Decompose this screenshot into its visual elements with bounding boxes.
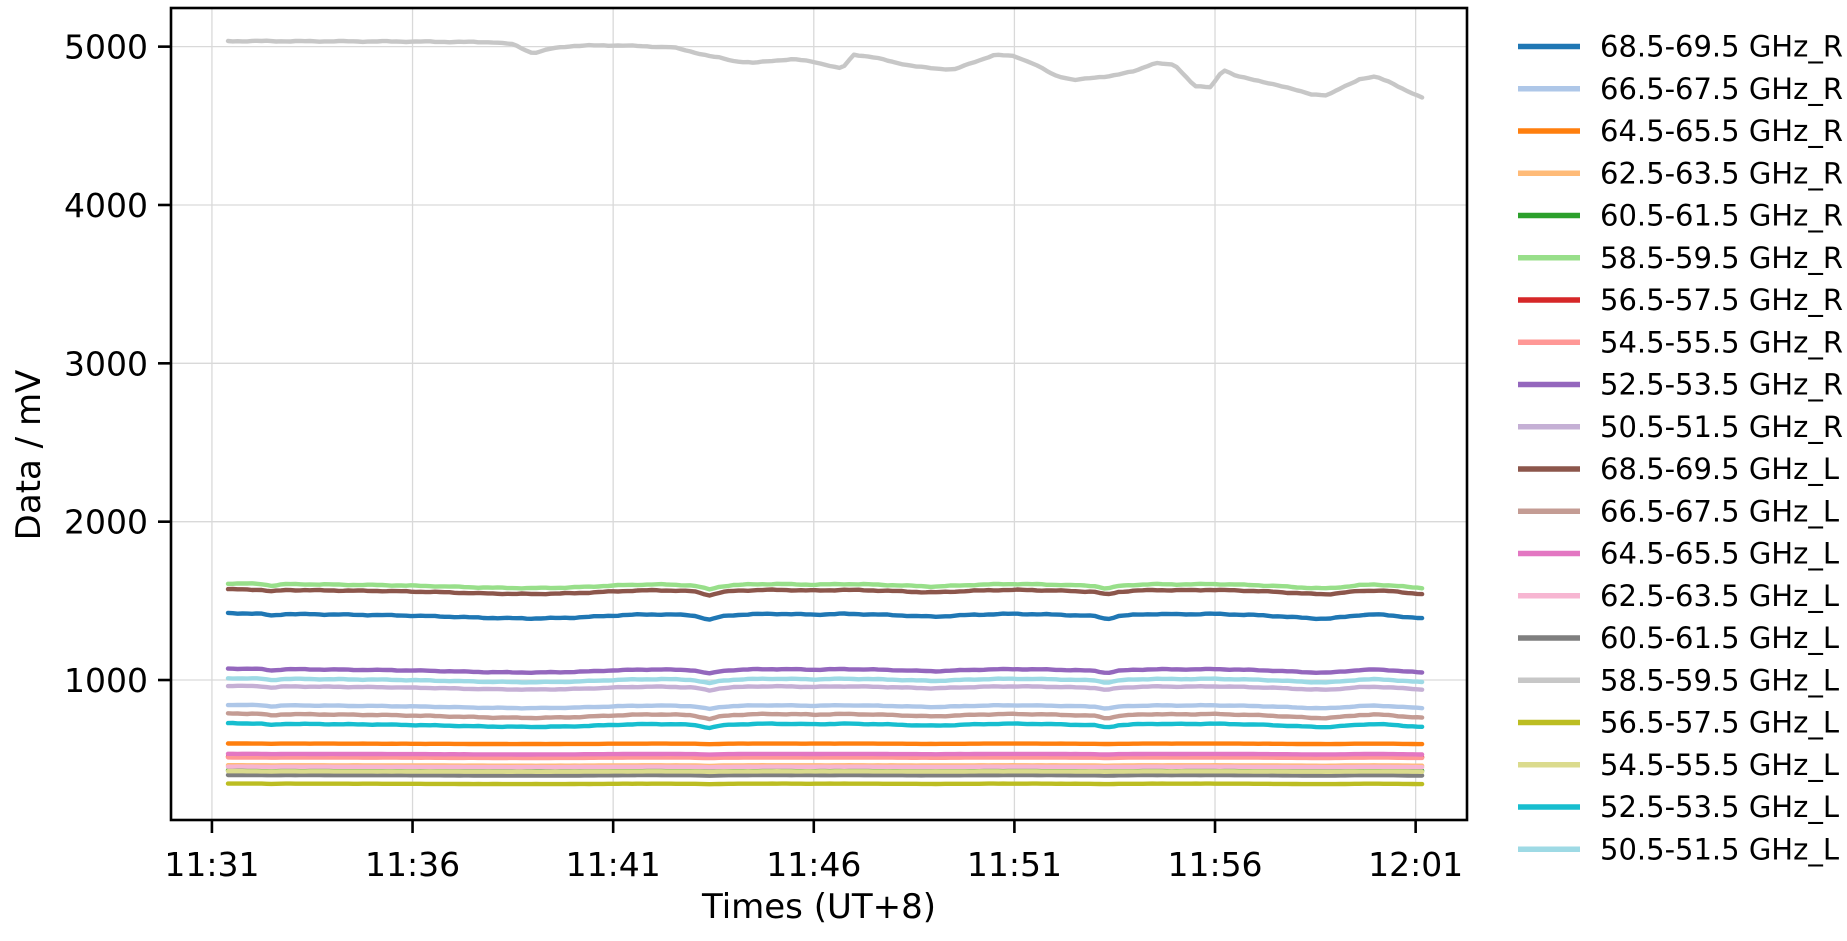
legend-label: 64.5-65.5 GHz_R (1600, 114, 1843, 148)
series-line-60-5-61-5-ghz-l (225, 772, 1425, 778)
legend-label: 52.5-53.5 GHz_L (1600, 790, 1839, 824)
x-tick-label: 11:36 (365, 845, 460, 884)
legend-item: 66.5-67.5 GHz_L (1518, 494, 1839, 528)
legend-item: 68.5-69.5 GHz_L (1518, 452, 1839, 486)
series-line-64-5-65-5-ghz-r (225, 741, 1425, 747)
legend-label: 58.5-59.5 GHz_R (1600, 241, 1843, 275)
y-tick-label: 5000 (64, 28, 148, 67)
legend-label: 66.5-67.5 GHz_R (1600, 72, 1843, 106)
legend-label: 68.5-69.5 GHz_L (1600, 452, 1839, 486)
legend-item: 54.5-55.5 GHz_L (1518, 748, 1839, 782)
legend-item: 60.5-61.5 GHz_L (1518, 621, 1839, 655)
x-tick-label: 11:51 (967, 845, 1062, 884)
series-line-54-5-55-5-ghz-r (225, 755, 1425, 761)
y-tick-label: 3000 (64, 344, 148, 383)
legend-label: 56.5-57.5 GHz_L (1600, 706, 1839, 740)
x-axis-label: Times (UT+8) (701, 887, 936, 927)
legend-label: 54.5-55.5 GHz_R (1600, 325, 1843, 359)
plot-frame (169, 6, 1469, 822)
series-line-64-5-65-5-ghz-l (225, 751, 1425, 757)
legend-item: 50.5-51.5 GHz_R (1518, 410, 1843, 444)
legend-label: 64.5-65.5 GHz_L (1600, 537, 1839, 571)
legend-item: 54.5-55.5 GHz_R (1518, 325, 1843, 359)
y-axis-label: Data / mV (9, 370, 49, 541)
x-tick-label: 11:56 (1167, 845, 1262, 884)
series-line-52-5-53-5-ghz-r (225, 666, 1425, 676)
legend-label: 50.5-51.5 GHz_L (1600, 832, 1839, 866)
series-line-58-5-59-5-ghz-r (225, 581, 1425, 592)
legend-item: 62.5-63.5 GHz_L (1518, 579, 1839, 613)
series-line-66-5-67-5-ghz-l (225, 711, 1425, 722)
grid (171, 8, 1467, 820)
legend-item: 58.5-59.5 GHz_R (1518, 241, 1843, 275)
legend-label: 56.5-57.5 GHz_R (1600, 283, 1843, 317)
series-line-68-5-69-5-ghz-l (225, 586, 1425, 598)
legend-item: 50.5-51.5 GHz_L (1518, 832, 1839, 866)
legend-label: 50.5-51.5 GHz_R (1600, 410, 1843, 444)
legend-label: 58.5-59.5 GHz_L (1600, 663, 1839, 697)
x-tick-label: 11:46 (766, 845, 861, 884)
x-tick-label: 11:41 (566, 845, 661, 884)
y-tick-label: 1000 (64, 661, 148, 700)
series-lines (225, 38, 1425, 787)
y-tick-label: 2000 (64, 503, 148, 542)
legend-item: 56.5-57.5 GHz_L (1518, 706, 1839, 740)
y-axis: 1000 2000 3000 4000 5000 (64, 28, 171, 700)
legend-label: 60.5-61.5 GHz_L (1600, 621, 1839, 655)
series-line-56-5-57-5-ghz-l (225, 781, 1425, 787)
x-tick-label: 12:01 (1368, 845, 1463, 884)
legend-item: 58.5-59.5 GHz_L (1518, 663, 1839, 697)
series-line-58-5-59-5-ghz-l (225, 38, 1425, 100)
legend-item: 64.5-65.5 GHz_L (1518, 537, 1839, 571)
legend-label: 66.5-67.5 GHz_L (1600, 494, 1839, 528)
legend: 68.5-69.5 GHz_R 66.5-67.5 GHz_R 64.5-65.5 … (1518, 30, 1843, 866)
legend-item: 52.5-53.5 GHz_R (1518, 368, 1843, 402)
y-tick-label: 4000 (64, 186, 148, 225)
x-tick-label: 11:31 (164, 845, 259, 884)
series-line-62-5-63-5-ghz-l (225, 764, 1425, 770)
legend-label: 52.5-53.5 GHz_R (1600, 368, 1843, 402)
legend-item: 52.5-53.5 GHz_L (1518, 790, 1839, 824)
legend-label: 54.5-55.5 GHz_L (1600, 748, 1839, 782)
series-line-54-5-55-5-ghz-l (225, 769, 1425, 775)
legend-item: 68.5-69.5 GHz_R (1518, 30, 1843, 64)
legend-item: 62.5-63.5 GHz_R (1518, 156, 1843, 190)
series-line-50-5-51-5-ghz-l (225, 676, 1425, 686)
series-line-52-5-53-5-ghz-l (225, 720, 1425, 731)
legend-label: 68.5-69.5 GHz_R (1600, 30, 1843, 64)
series-line-68-5-69-5-ghz-r (225, 610, 1425, 622)
legend-label: 62.5-63.5 GHz_R (1600, 156, 1843, 190)
legend-item: 64.5-65.5 GHz_R (1518, 114, 1843, 148)
legend-item: 66.5-67.5 GHz_R (1518, 72, 1843, 106)
series-line-50-5-51-5-ghz-r (225, 683, 1425, 693)
x-axis: 11:31 11:36 11:41 11:46 11:51 11:56 12:01 (164, 820, 1463, 884)
legend-label: 60.5-61.5 GHz_R (1600, 199, 1843, 233)
legend-label: 62.5-63.5 GHz_L (1600, 579, 1839, 613)
series-line-66-5-67-5-ghz-r (225, 702, 1425, 712)
legend-item: 56.5-57.5 GHz_R (1518, 283, 1843, 317)
legend-item: 60.5-61.5 GHz_R (1518, 199, 1843, 233)
